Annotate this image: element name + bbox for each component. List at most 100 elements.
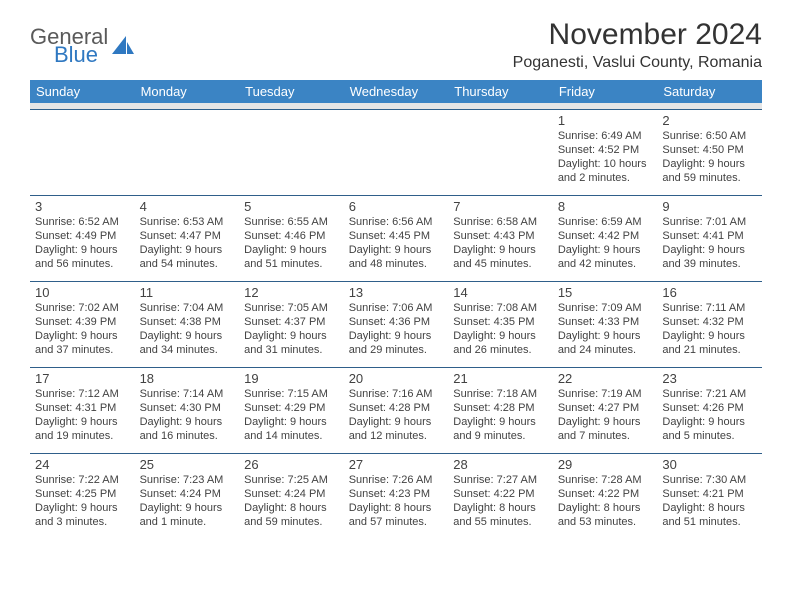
- day-day1: Daylight: 9 hours: [558, 329, 653, 343]
- day-cell: 12Sunrise: 7:05 AMSunset: 4:37 PMDayligh…: [239, 281, 344, 367]
- day-day1: Daylight: 9 hours: [558, 415, 653, 429]
- day-day1: Daylight: 9 hours: [662, 157, 757, 171]
- day-number: 30: [662, 457, 757, 472]
- day-number: 19: [244, 371, 339, 386]
- day-sunrise: Sunrise: 7:19 AM: [558, 387, 653, 401]
- dow-saturday: Saturday: [657, 80, 762, 103]
- day-day2: and 31 minutes.: [244, 343, 339, 357]
- day-day2: and 16 minutes.: [140, 429, 235, 443]
- day-number: 18: [140, 371, 235, 386]
- day-sunset: Sunset: 4:27 PM: [558, 401, 653, 415]
- day-number: 23: [662, 371, 757, 386]
- day-sunrise: Sunrise: 6:50 AM: [662, 129, 757, 143]
- day-cell: [448, 109, 553, 195]
- day-day1: Daylight: 9 hours: [140, 329, 235, 343]
- day-sunset: Sunset: 4:36 PM: [349, 315, 444, 329]
- day-number: 20: [349, 371, 444, 386]
- day-number: 26: [244, 457, 339, 472]
- day-sunrise: Sunrise: 6:53 AM: [140, 215, 235, 229]
- day-number: 22: [558, 371, 653, 386]
- day-cell: 21Sunrise: 7:18 AMSunset: 4:28 PMDayligh…: [448, 367, 553, 453]
- day-sunset: Sunset: 4:26 PM: [662, 401, 757, 415]
- day-day2: and 57 minutes.: [349, 515, 444, 529]
- dow-monday: Monday: [135, 80, 240, 103]
- day-sunset: Sunset: 4:33 PM: [558, 315, 653, 329]
- day-sunset: Sunset: 4:31 PM: [35, 401, 130, 415]
- day-day1: Daylight: 10 hours: [558, 157, 653, 171]
- dow-wednesday: Wednesday: [344, 80, 449, 103]
- header: General Blue November 2024 Poganesti, Va…: [30, 18, 762, 72]
- day-cell: 27Sunrise: 7:26 AMSunset: 4:23 PMDayligh…: [344, 453, 449, 539]
- day-sunrise: Sunrise: 6:58 AM: [453, 215, 548, 229]
- day-sunset: Sunset: 4:29 PM: [244, 401, 339, 415]
- day-day1: Daylight: 9 hours: [35, 501, 130, 515]
- day-day1: Daylight: 9 hours: [662, 329, 757, 343]
- day-cell: 7Sunrise: 6:58 AMSunset: 4:43 PMDaylight…: [448, 195, 553, 281]
- day-cell: 15Sunrise: 7:09 AMSunset: 4:33 PMDayligh…: [553, 281, 658, 367]
- day-sunrise: Sunrise: 7:14 AM: [140, 387, 235, 401]
- day-sunset: Sunset: 4:23 PM: [349, 487, 444, 501]
- day-number: 1: [558, 113, 653, 128]
- day-day2: and 48 minutes.: [349, 257, 444, 271]
- day-sunset: Sunset: 4:46 PM: [244, 229, 339, 243]
- day-cell: 6Sunrise: 6:56 AMSunset: 4:45 PMDaylight…: [344, 195, 449, 281]
- day-day2: and 51 minutes.: [662, 515, 757, 529]
- day-sunrise: Sunrise: 7:16 AM: [349, 387, 444, 401]
- day-day2: and 56 minutes.: [35, 257, 130, 271]
- day-sunset: Sunset: 4:21 PM: [662, 487, 757, 501]
- day-day2: and 14 minutes.: [244, 429, 339, 443]
- day-day1: Daylight: 9 hours: [349, 329, 444, 343]
- day-number: 16: [662, 285, 757, 300]
- day-cell: 5Sunrise: 6:55 AMSunset: 4:46 PMDaylight…: [239, 195, 344, 281]
- day-number: 29: [558, 457, 653, 472]
- day-number: 2: [662, 113, 757, 128]
- day-day2: and 59 minutes.: [244, 515, 339, 529]
- day-sunrise: Sunrise: 7:12 AM: [35, 387, 130, 401]
- day-sunset: Sunset: 4:39 PM: [35, 315, 130, 329]
- day-cell: 30Sunrise: 7:30 AMSunset: 4:21 PMDayligh…: [657, 453, 762, 539]
- day-sunrise: Sunrise: 7:04 AM: [140, 301, 235, 315]
- day-sunrise: Sunrise: 6:55 AM: [244, 215, 339, 229]
- day-number: 8: [558, 199, 653, 214]
- day-cell: 9Sunrise: 7:01 AMSunset: 4:41 PMDaylight…: [657, 195, 762, 281]
- day-sunrise: Sunrise: 7:25 AM: [244, 473, 339, 487]
- dow-friday: Friday: [553, 80, 658, 103]
- day-number: 12: [244, 285, 339, 300]
- day-number: 4: [140, 199, 235, 214]
- day-number: 13: [349, 285, 444, 300]
- dow-thursday: Thursday: [448, 80, 553, 103]
- day-sunrise: Sunrise: 7:22 AM: [35, 473, 130, 487]
- day-cell: 10Sunrise: 7:02 AMSunset: 4:39 PMDayligh…: [30, 281, 135, 367]
- day-sunrise: Sunrise: 7:27 AM: [453, 473, 548, 487]
- day-day2: and 5 minutes.: [662, 429, 757, 443]
- location-text: Poganesti, Vaslui County, Romania: [513, 54, 762, 72]
- day-sunrise: Sunrise: 7:23 AM: [140, 473, 235, 487]
- day-sunrise: Sunrise: 7:02 AM: [35, 301, 130, 315]
- day-day1: Daylight: 9 hours: [453, 329, 548, 343]
- day-sunset: Sunset: 4:25 PM: [35, 487, 130, 501]
- day-day1: Daylight: 9 hours: [140, 415, 235, 429]
- day-day1: Daylight: 9 hours: [558, 243, 653, 257]
- day-sunset: Sunset: 4:35 PM: [453, 315, 548, 329]
- day-cell: 4Sunrise: 6:53 AMSunset: 4:47 PMDaylight…: [135, 195, 240, 281]
- day-day2: and 59 minutes.: [662, 171, 757, 185]
- day-cell: 1Sunrise: 6:49 AMSunset: 4:52 PMDaylight…: [553, 109, 658, 195]
- day-number: 9: [662, 199, 757, 214]
- brand-logo: General Blue: [30, 26, 136, 66]
- day-day2: and 21 minutes.: [662, 343, 757, 357]
- day-day2: and 26 minutes.: [453, 343, 548, 357]
- day-sunset: Sunset: 4:28 PM: [349, 401, 444, 415]
- day-day2: and 53 minutes.: [558, 515, 653, 529]
- day-day2: and 2 minutes.: [558, 171, 653, 185]
- day-day2: and 42 minutes.: [558, 257, 653, 271]
- day-day1: Daylight: 9 hours: [662, 415, 757, 429]
- day-day1: Daylight: 9 hours: [35, 243, 130, 257]
- day-day2: and 7 minutes.: [558, 429, 653, 443]
- day-sunrise: Sunrise: 6:52 AM: [35, 215, 130, 229]
- day-sunrise: Sunrise: 7:05 AM: [244, 301, 339, 315]
- day-cell: 14Sunrise: 7:08 AMSunset: 4:35 PMDayligh…: [448, 281, 553, 367]
- day-sunrise: Sunrise: 7:18 AM: [453, 387, 548, 401]
- day-day1: Daylight: 9 hours: [349, 415, 444, 429]
- day-number: 3: [35, 199, 130, 214]
- week-row: 17Sunrise: 7:12 AMSunset: 4:31 PMDayligh…: [30, 367, 762, 453]
